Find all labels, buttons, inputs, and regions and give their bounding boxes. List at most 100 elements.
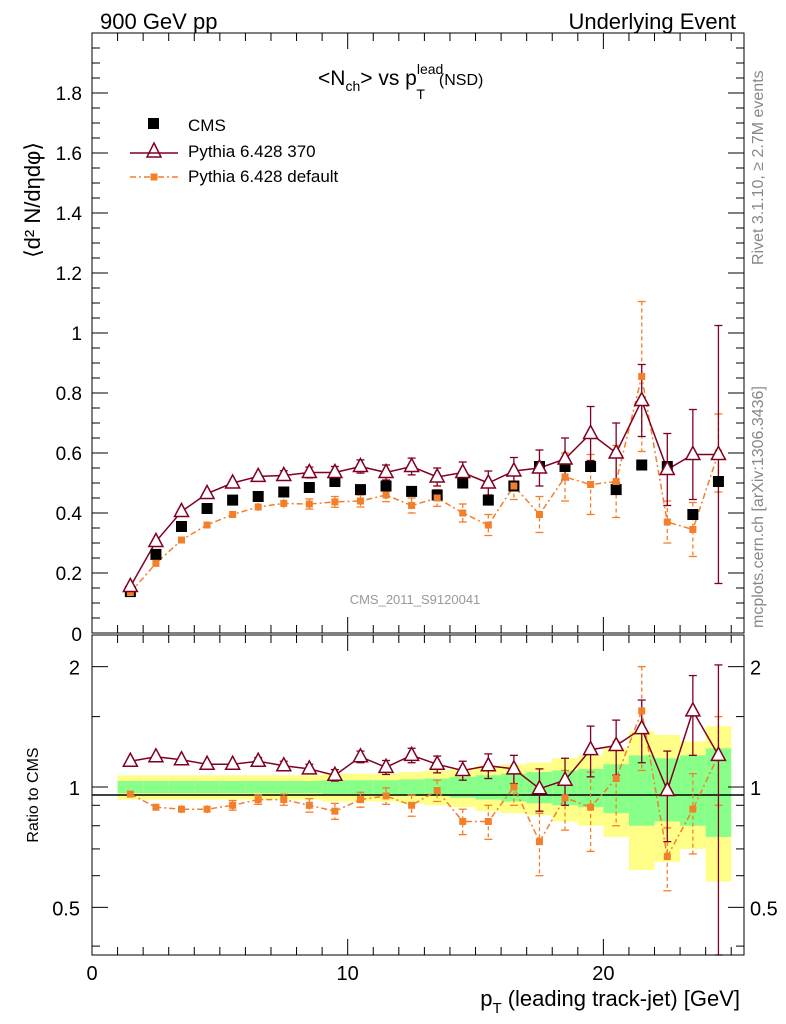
pythia-default-ratio-point xyxy=(382,792,390,800)
pythia-default-ratio-point xyxy=(203,805,211,813)
legend-p370-marker xyxy=(145,141,163,158)
pythia-default-point xyxy=(484,521,492,529)
main-ytick-0-label: 0 xyxy=(71,625,82,646)
main-frame xyxy=(91,32,745,634)
pythia-default-point xyxy=(408,502,416,509)
pythia-370-point xyxy=(556,449,574,465)
pythia-370-ratio-point xyxy=(531,779,548,795)
pythia-370-ratio-point xyxy=(377,757,395,774)
main-ytick-label: 1 xyxy=(71,324,82,345)
main-ylabel: ⟨d² N/dηdφ⟩ xyxy=(20,142,45,258)
ratio-bands xyxy=(117,726,732,882)
pythia-370-point xyxy=(326,462,344,479)
title-mid: > vs p xyxy=(360,67,417,90)
title-end: (NSD) xyxy=(439,72,483,89)
pythia-370-point xyxy=(428,467,446,483)
pythia-370-ratio-point xyxy=(326,765,344,782)
pythia-370-point xyxy=(531,458,548,474)
title-main: <N xyxy=(318,67,345,90)
pythia-default-point xyxy=(305,500,313,508)
ratio-band-green xyxy=(219,781,246,794)
pythia-default-ratio-point xyxy=(177,805,185,813)
pythia-default-ratio-point xyxy=(433,787,441,795)
cms-point xyxy=(303,482,315,493)
pythia-370-point xyxy=(454,462,472,479)
pythia-370-point xyxy=(224,473,241,489)
title-sub-T: T xyxy=(416,86,425,102)
pythia-default-ratio-point xyxy=(305,801,313,809)
pythia-370-point xyxy=(659,459,676,476)
pythia-default-ratio-point xyxy=(254,796,262,804)
ratio-ytick-label: 2 xyxy=(69,658,80,680)
pythia-default-ratio-point xyxy=(356,796,364,804)
ratio-band-green xyxy=(194,781,220,794)
side-mcplots: mcplots.cern.ch [arXiv:1306.3436] xyxy=(750,386,767,628)
pythia-370-point xyxy=(403,456,420,473)
ratio-xtick-label: 0 xyxy=(86,963,97,985)
ratio-ytick-label: 0.5 xyxy=(52,898,80,920)
pythia-default-point xyxy=(203,521,211,529)
cms-point xyxy=(406,485,418,497)
pythia-default-point xyxy=(382,491,390,499)
pythia-370-ratio-point xyxy=(122,751,139,767)
pythia-370-ratio-point xyxy=(633,719,650,735)
pythia-default-point xyxy=(433,494,441,502)
main-panel: 0.2 0.4 0.6 0.8 1 1.2 1.4 1.6 1.8 0 xyxy=(56,32,745,646)
pythia-370-point xyxy=(198,483,216,500)
main-ytick-label: 1.2 xyxy=(56,264,82,285)
pythia-370-ratio-point xyxy=(275,756,293,772)
pythia-370-point xyxy=(684,444,702,461)
main-ytick-label: 0.4 xyxy=(56,504,83,525)
ratio-band-green xyxy=(347,780,374,795)
header-right: Underlying Event xyxy=(568,9,736,34)
legend-pdef-marker xyxy=(150,173,158,181)
pythia-370-ratio-point xyxy=(607,735,625,752)
pythia-370-ratio-point xyxy=(480,756,497,772)
pythia-default-point xyxy=(177,536,185,544)
main-ytick-label: 1.8 xyxy=(56,84,82,105)
pythia-370-point xyxy=(147,531,165,548)
pythia-370-ratio-point xyxy=(454,760,472,777)
main-ytick-label: 0.2 xyxy=(56,564,82,585)
legend: CMS Pythia 6.428 370 Pythia 6.428 defaul… xyxy=(130,116,339,186)
pythia-default-ratio-point xyxy=(535,838,543,846)
side-rivet: Rivet 3.1.10, ≥ 2.7M events xyxy=(750,70,767,265)
pythia-370-ratio-point xyxy=(403,745,420,762)
pythia-370-ratio-point xyxy=(173,750,190,766)
ratio-band-green xyxy=(245,781,271,794)
pythia-default-point xyxy=(561,473,569,481)
ratio-band-green xyxy=(117,781,144,794)
pythia-370-ratio-point xyxy=(198,754,216,771)
ratio-axis-ticks: 0.5 0.51 12 20 10 20 xyxy=(52,635,778,985)
pythia-default-point xyxy=(229,511,237,518)
xlabel-p: p xyxy=(480,986,492,1011)
pythia-370-ratio-point xyxy=(352,747,369,763)
ratio-band-green xyxy=(270,781,297,794)
cms-point xyxy=(380,480,392,492)
ratio-xtick-label: 20 xyxy=(592,963,614,985)
pythia-370-point xyxy=(377,462,395,479)
pythia-default-point xyxy=(612,478,620,485)
pythia-370-ratio-point xyxy=(505,759,523,775)
pythia-default-point xyxy=(689,526,697,533)
title-sub-ch: ch xyxy=(345,78,360,94)
pythia-default-ratio-point xyxy=(484,817,492,825)
pythia-370-ratio-point xyxy=(659,780,676,797)
cms-point xyxy=(559,461,571,472)
cms-point xyxy=(354,484,366,496)
pythia-default-ratio-point xyxy=(689,805,697,813)
cms-point xyxy=(278,486,290,498)
cms-point xyxy=(610,484,622,496)
pythia-default-ratio-point xyxy=(459,817,467,825)
pythia-default-point xyxy=(663,518,671,526)
cms-point xyxy=(457,477,469,489)
pythia-370-point xyxy=(607,443,625,459)
cms-point xyxy=(252,491,264,502)
pythia-default-ratio-point xyxy=(408,801,416,809)
pythia-370-point xyxy=(352,456,369,473)
main-axis-ticks: 0.2 0.4 0.6 0.8 1 1.2 1.4 1.6 1.8 xyxy=(56,33,744,634)
pythia-default-ratio-point xyxy=(510,783,518,791)
header-left: 900 GeV pp xyxy=(100,9,217,34)
pythia-370-point xyxy=(582,423,599,440)
pythia-default-ratio-point xyxy=(561,794,569,802)
